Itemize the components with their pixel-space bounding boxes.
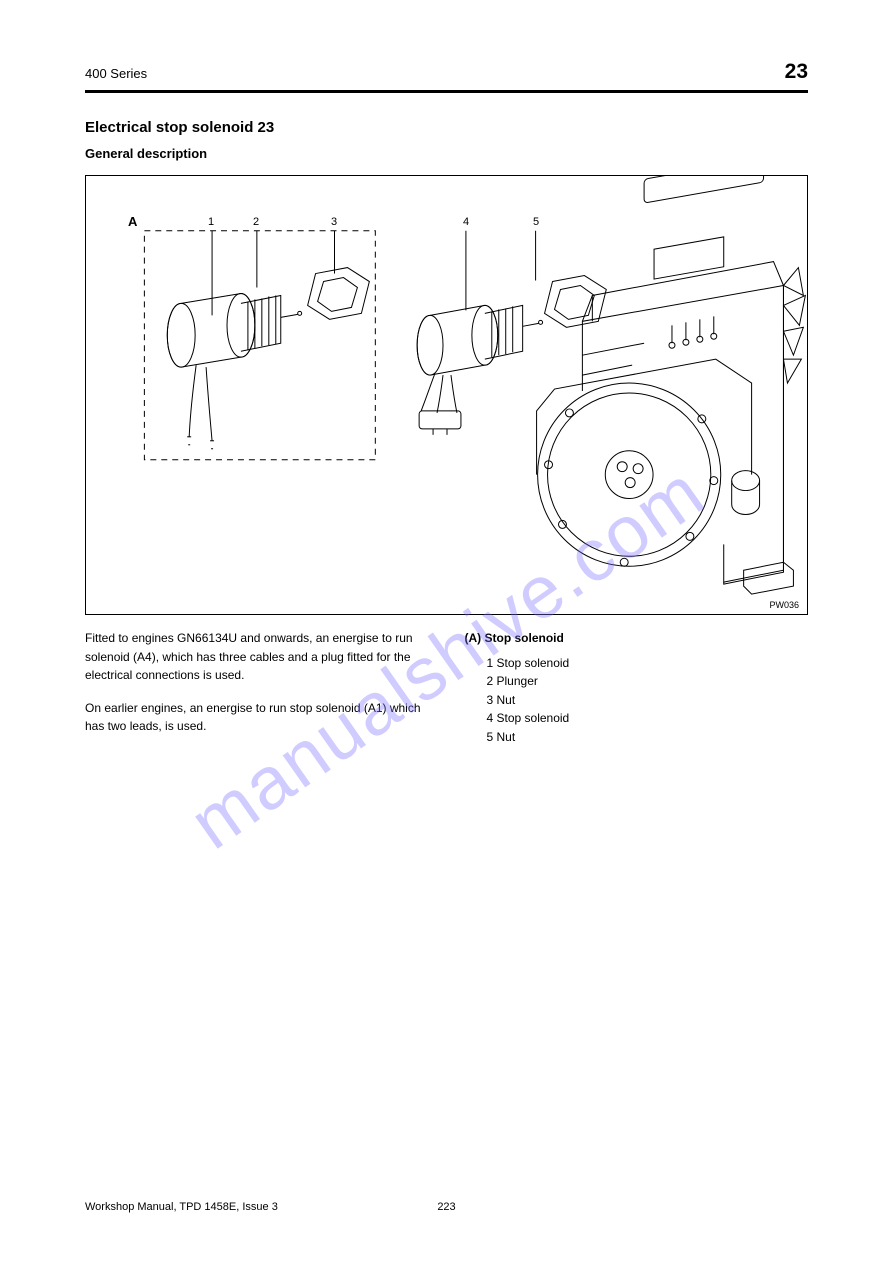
figure-letter: A (128, 214, 137, 229)
legend-item: 2 Plunger (487, 672, 809, 691)
callout-4: 4 (463, 216, 469, 228)
column-right: (A) Stop solenoid 1 Stop solenoid 2 Plun… (465, 629, 809, 750)
legend-heading: (A) Stop solenoid (465, 629, 809, 648)
callout-5: 5 (533, 216, 539, 228)
figure-drawing (86, 176, 807, 614)
callout-1: 1 (208, 216, 214, 228)
section-title: Electrical stop solenoid 23 (85, 119, 808, 136)
header-rule (85, 90, 808, 93)
body-columns: Fitted to engines GN66134U and onwards, … (85, 629, 808, 750)
legend-item: 1 Stop solenoid (487, 654, 809, 673)
para-2: On earlier engines, an energise to run s… (85, 699, 429, 736)
footer-page-number: 223 (0, 1201, 893, 1213)
page-header: 400 Series 23 (85, 60, 808, 84)
column-left: Fitted to engines GN66134U and onwards, … (85, 629, 429, 750)
header-series: 400 Series (85, 66, 147, 81)
header-chapter-number: 23 (785, 60, 808, 84)
legend-item: 3 Nut (487, 691, 809, 710)
callout-3: 3 (331, 216, 337, 228)
figure-id: PW036 (769, 600, 799, 610)
figure: 1 2 3 4 5 A PW036 (85, 175, 808, 615)
para-1: Fitted to engines GN66134U and onwards, … (85, 629, 429, 685)
subsection-title: General description (85, 146, 808, 161)
callout-2: 2 (253, 216, 259, 228)
legend-item: 5 Nut (487, 728, 809, 747)
legend-item: 4 Stop solenoid (487, 709, 809, 728)
